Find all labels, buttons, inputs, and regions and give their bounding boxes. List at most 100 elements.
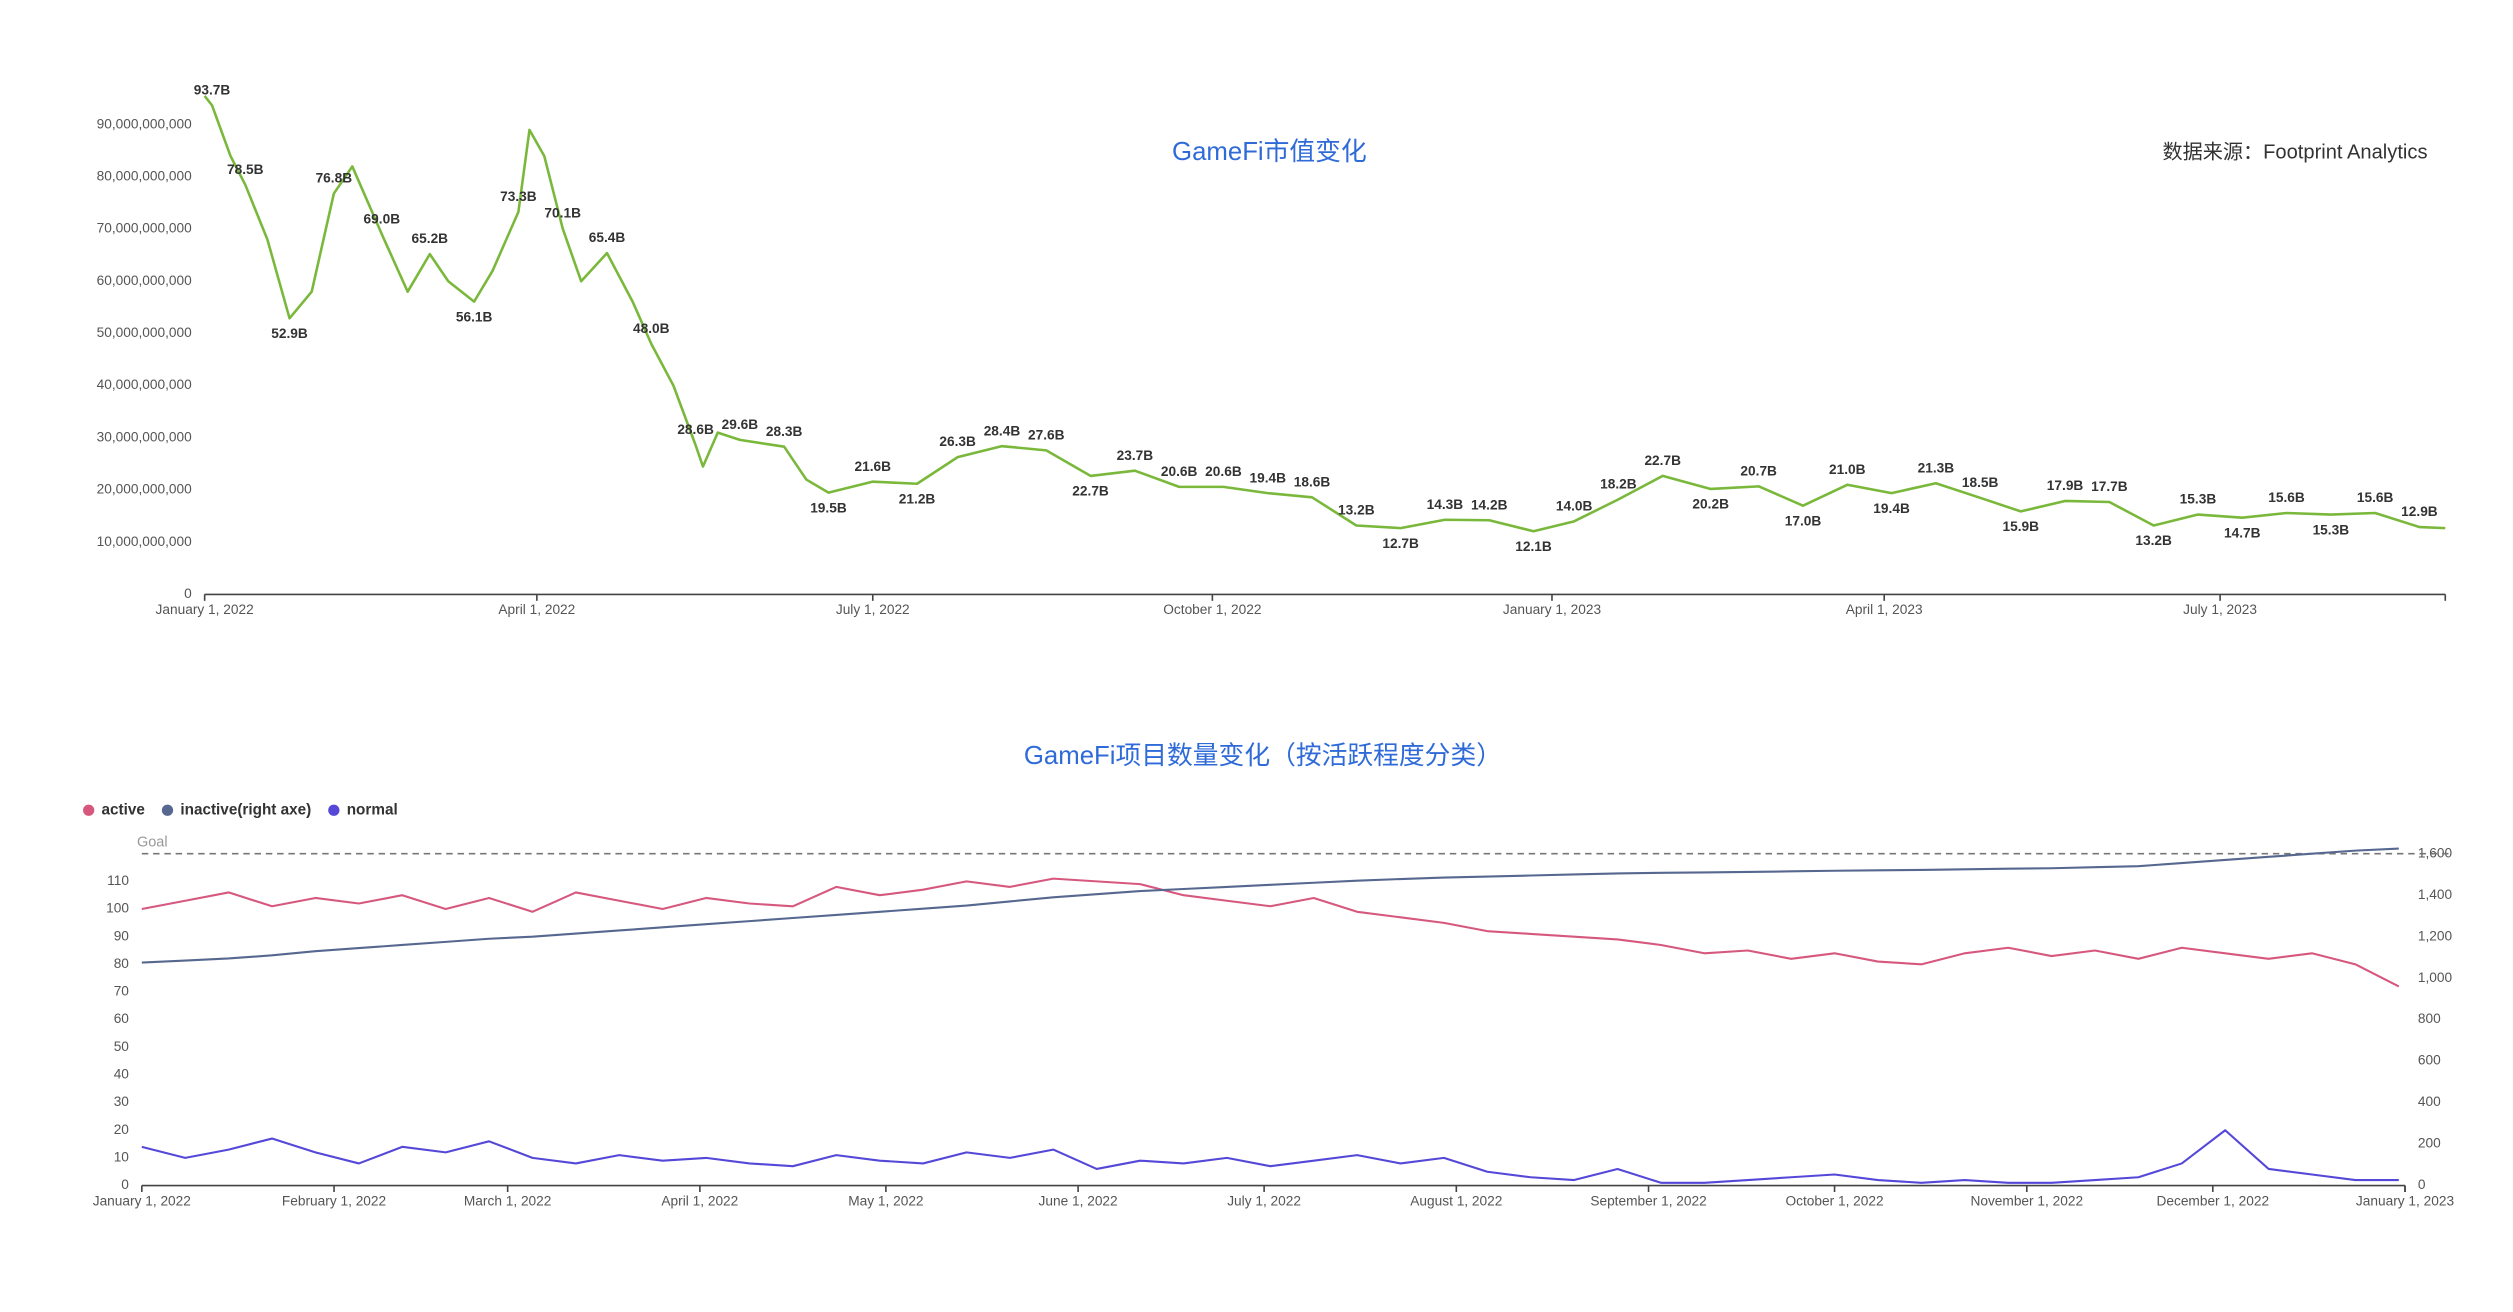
x-tick-label: April 1, 2022 (498, 602, 575, 617)
data-label: 65.4B (589, 230, 626, 245)
x-tick-label: October 1, 2022 (1163, 602, 1261, 617)
data-line (141, 847, 2399, 964)
data-label: 28.6B (677, 422, 714, 437)
data-label: 21.2B (899, 491, 936, 506)
y2-tick-label: 1,400 (2418, 887, 2453, 902)
legend-marker (328, 804, 340, 816)
y-tick-label: 60 (114, 1011, 130, 1026)
y-tick-label: 50,000,000,000 (97, 325, 193, 340)
x-tick-label: January 1, 2023 (1503, 602, 1602, 617)
data-label: 15.9B (2003, 519, 2040, 534)
y-tick-label: 50 (114, 1039, 130, 1054)
data-label: 78.5B (227, 162, 264, 177)
y-tick-label: 60,000,000,000 (97, 273, 193, 288)
y-tick-label: 30 (114, 1094, 130, 1109)
data-line (141, 1129, 2399, 1184)
legend-label: active (102, 801, 145, 818)
data-label: 52.9B (271, 326, 308, 341)
data-label: 17.7B (2091, 479, 2128, 494)
x-tick-label: October 1, 2022 (1785, 1193, 1883, 1208)
data-label: 70.1B (544, 206, 581, 221)
x-tick-label: February 1, 2022 (282, 1193, 386, 1208)
data-label: 26.3B (939, 434, 976, 449)
y-tick-label: 90,000,000,000 (97, 116, 193, 131)
y2-tick-label: 800 (2418, 1011, 2441, 1026)
y-tick-label: 10,000,000,000 (97, 534, 193, 549)
data-label: 73.3B (500, 189, 537, 204)
x-tick-label: April 1, 2022 (661, 1193, 738, 1208)
y-tick-label: 0 (184, 586, 192, 601)
legend-marker (83, 804, 95, 816)
goal-label: Goal (137, 834, 168, 850)
data-label: 13.2B (1338, 503, 1375, 518)
data-label: 21.6B (855, 459, 892, 474)
y2-tick-label: 1,200 (2418, 928, 2453, 943)
data-label: 18.6B (1294, 474, 1331, 489)
y-tick-label: 30,000,000,000 (97, 429, 193, 444)
data-label: 18.2B (1600, 477, 1637, 492)
data-label: 14.0B (1556, 498, 1593, 513)
data-label: 17.9B (2047, 478, 2084, 493)
y2-tick-label: 0 (2418, 1177, 2426, 1192)
data-label: 17.0B (1785, 513, 1822, 528)
data-label: 14.7B (2224, 525, 2261, 540)
x-tick-label: December 1, 2022 (2156, 1193, 2269, 1208)
x-tick-label: July 1, 2022 (836, 602, 910, 617)
data-label: 19.4B (1873, 501, 1910, 516)
data-line (203, 95, 2446, 533)
x-tick-label: July 1, 2022 (1227, 1193, 1301, 1208)
x-tick-label: January 1, 2023 (2356, 1193, 2455, 1208)
data-label: 27.6B (1028, 427, 1065, 442)
y-tick-label: 40,000,000,000 (97, 377, 193, 392)
y2-tick-label: 400 (2418, 1094, 2441, 1109)
data-label: 22.7B (1072, 484, 1109, 499)
y-tick-label: 10 (114, 1150, 130, 1165)
y2-tick-label: 200 (2418, 1136, 2441, 1151)
data-label: 19.4B (1249, 470, 1286, 485)
legend-label: inactive(right axe) (180, 801, 311, 818)
data-label: 56.1B (456, 309, 493, 324)
data-label: 48.0B (633, 321, 670, 336)
y-tick-label: 20 (114, 1122, 130, 1137)
x-tick-label: September 1, 2022 (1590, 1193, 1706, 1208)
data-label: 93.7B (194, 82, 231, 97)
data-label: 15.3B (2180, 492, 2217, 507)
y2-tick-label: 600 (2418, 1053, 2441, 1068)
chart-title: GameFi项目数量变化（按活跃程度分类） (1024, 741, 1502, 770)
x-tick-label: May 1, 2022 (848, 1193, 923, 1208)
y-tick-label: 100 (106, 901, 129, 916)
data-label: 21.0B (1829, 462, 1866, 477)
data-label: 29.6B (722, 417, 759, 432)
data-label: 20.6B (1205, 464, 1242, 479)
legend-marker (161, 804, 174, 816)
data-label: 14.2B (1471, 497, 1508, 512)
x-tick-label: November 1, 2022 (1970, 1193, 2083, 1208)
y-tick-label: 80,000,000,000 (97, 168, 193, 183)
data-label: 12.7B (1382, 536, 1419, 551)
y-tick-label: 70 (114, 984, 130, 999)
y-tick-label: 110 (107, 873, 129, 888)
x-tick-label: January 1, 2022 (93, 1193, 191, 1208)
y-tick-label: 80 (114, 956, 130, 971)
data-label: 20.2B (1692, 497, 1729, 512)
data-label: 13.2B (2135, 533, 2172, 548)
data-label: 69.0B (364, 211, 401, 226)
data-label: 15.3B (2313, 522, 2350, 537)
y-tick-label: 20,000,000,000 (97, 482, 193, 497)
data-label: 12.9B (2401, 504, 2438, 519)
y-tick-label: 40 (114, 1067, 130, 1082)
data-label: 12.1B (1515, 539, 1552, 554)
data-label: 15.6B (2268, 490, 2305, 505)
data-label: 22.7B (1644, 453, 1681, 468)
data-label: 15.6B (2357, 490, 2394, 505)
data-label: 18.5B (1962, 475, 1999, 490)
data-label: 23.7B (1117, 448, 1154, 463)
x-tick-label: January 1, 2022 (156, 602, 254, 617)
y-tick-label: 70,000,000,000 (97, 221, 193, 236)
chart-title: GameFi市值变化 (1172, 137, 1367, 166)
y2-tick-label: 1,000 (2418, 970, 2453, 985)
source-note: 数据来源：Footprint Analytics (2162, 140, 2427, 163)
data-label: 28.3B (766, 424, 803, 439)
